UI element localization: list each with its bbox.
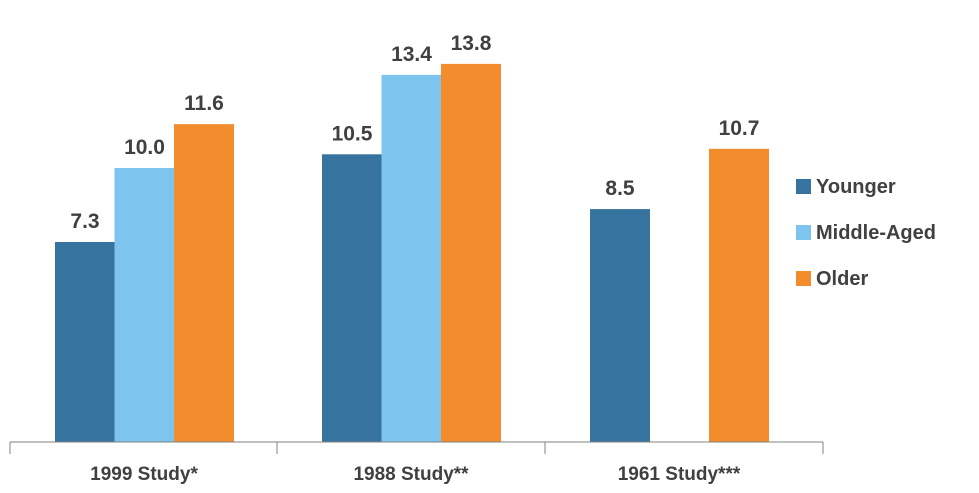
bar-middle-aged-1999-study <box>114 168 175 442</box>
value-labels-layer: 7.3 10.0 11.6 10.5 13.4 13.8 8.5 10.7 <box>70 32 759 233</box>
data-label-middle-aged-1988-study: 13.4 <box>391 43 432 66</box>
legend-label-middle-aged: Middle-Aged <box>816 222 936 244</box>
data-label-younger-1999-study: 7.3 <box>70 210 99 233</box>
bar-older-1999-study <box>174 124 234 442</box>
data-label-younger-1988-study: 10.5 <box>332 122 373 145</box>
data-label-older-1988-study: 13.8 <box>451 32 492 55</box>
bar-older-1988-study <box>441 63 501 442</box>
category-label-1961-study: 1961 Study*** <box>618 464 741 485</box>
category-label-1999-study: 1999 Study* <box>90 464 198 485</box>
x-axis <box>9 441 824 454</box>
bars-layer <box>55 63 769 443</box>
bar-older-1961-study <box>709 148 769 442</box>
category-labels-layer: 1999 Study* 1988 Study** 1961 Study*** <box>90 464 741 485</box>
data-label-younger-1961-study: 8.5 <box>605 177 635 200</box>
legend-label-younger: Younger <box>816 176 896 198</box>
data-label-older-1961-study: 10.7 <box>719 117 760 140</box>
legend-swatch-younger <box>796 179 811 194</box>
bar-younger-1988-study <box>322 154 382 443</box>
bar-younger-1999-study <box>55 241 115 442</box>
data-label-older-1999-study: 11.6 <box>184 92 224 115</box>
legend-swatch-middle-aged <box>796 225 811 240</box>
legend: Younger Middle-Aged Older <box>796 176 936 290</box>
legend-label-older: Older <box>816 268 868 290</box>
data-label-middle-aged-1999-study: 10.0 <box>124 136 165 159</box>
bar-younger-1961-study <box>590 209 650 442</box>
legend-swatch-older <box>796 271 811 286</box>
category-label-1988-study: 1988 Study** <box>353 464 469 485</box>
bar-middle-aged-1988-study <box>381 74 442 442</box>
